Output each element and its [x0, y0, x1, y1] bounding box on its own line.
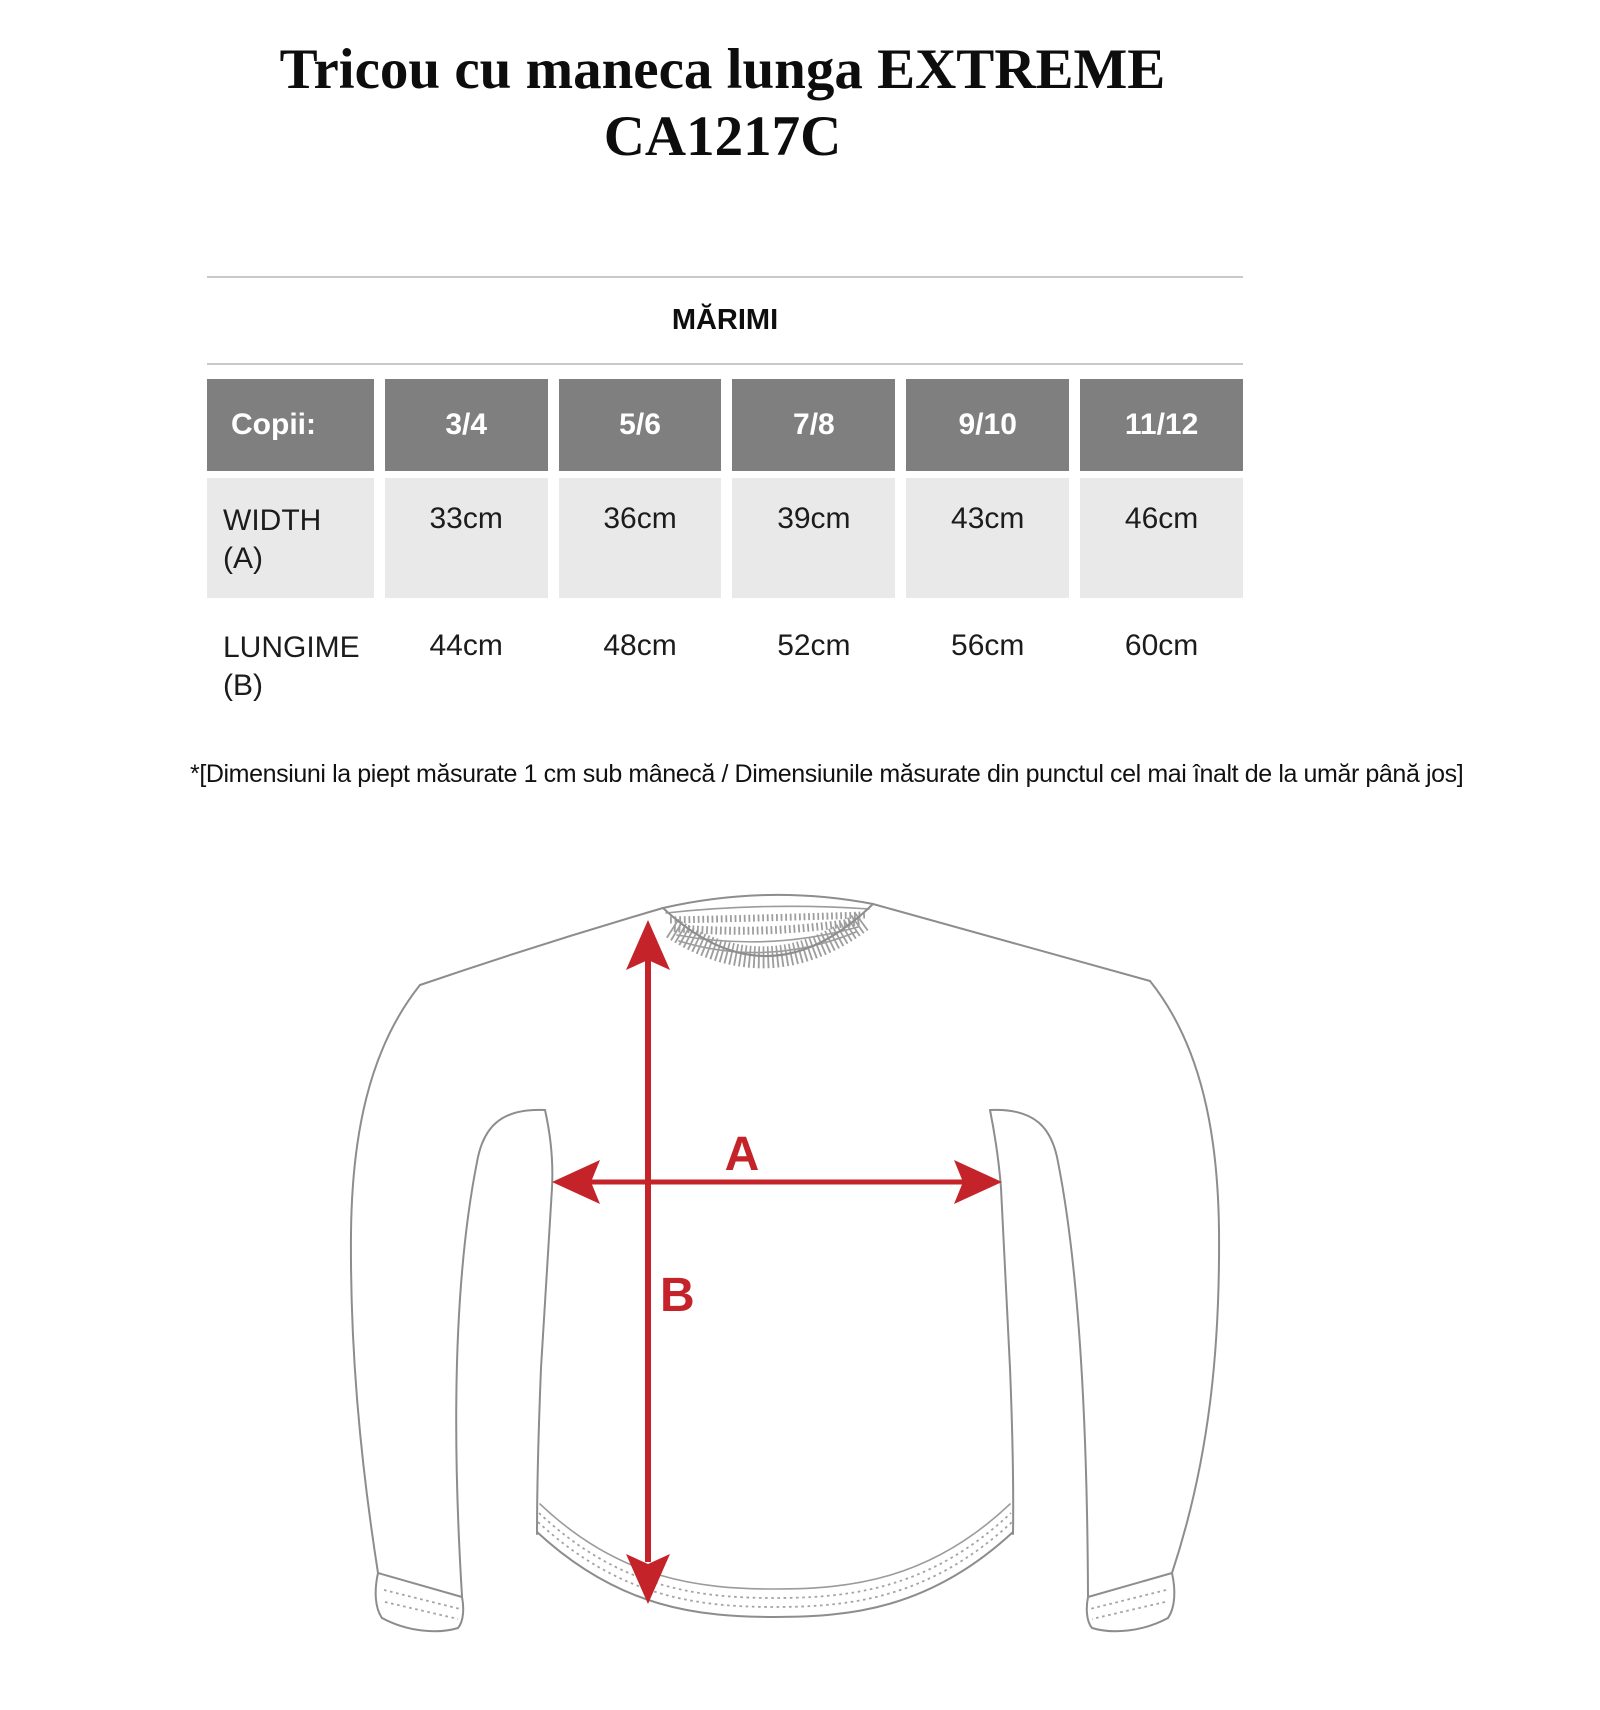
width-row: WIDTH (A) 33cm 36cm 39cm 43cm 46cm — [207, 478, 1243, 598]
width-value-3-4: 33cm — [384, 478, 548, 598]
page-title-line1: Tricou cu maneca lunga EXTREME — [279, 38, 1166, 101]
size-table: MĂRIMI Copii: 3/4 5/6 7/8 9/10 11/12 WID… — [207, 276, 1243, 736]
width-value-9-10: 43cm — [906, 478, 1070, 598]
size-table-grid: Copii: 3/4 5/6 7/8 9/10 11/12 WIDTH (A) … — [196, 372, 1254, 736]
hem-stitching — [536, 1503, 1014, 1618]
length-value-7-8: 52cm — [732, 605, 896, 729]
page-title-line2: CA1217C — [603, 105, 842, 168]
width-row-label: WIDTH (A) — [207, 478, 374, 598]
length-value-3-4: 44cm — [384, 605, 548, 729]
header-cell-size-11-12: 11/12 — [1080, 379, 1243, 471]
length-value-5-6: 48cm — [558, 605, 722, 729]
left-sleeve — [349, 984, 546, 1633]
width-value-11-12: 46cm — [1080, 478, 1243, 598]
size-table-caption: MĂRIMI — [207, 276, 1243, 365]
header-cell-size-3-4: 3/4 — [384, 379, 548, 471]
label-a: A — [725, 1128, 760, 1181]
size-table-header-row: Copii: 3/4 5/6 7/8 9/10 11/12 — [207, 379, 1243, 471]
length-row-label-line2: (B) — [223, 669, 263, 702]
length-value-9-10: 56cm — [906, 605, 1070, 729]
tshirt-measurement-diagram: B A — [349, 893, 1221, 1633]
collar — [662, 893, 874, 969]
label-b: B — [660, 1269, 695, 1322]
length-row: LUNGIME (B) 44cm 48cm 52cm 56cm 60cm — [207, 605, 1243, 729]
body-outline — [536, 1109, 1015, 1535]
page-title: Tricou cu maneca lunga EXTREME CA1217C — [200, 36, 1245, 170]
header-cell-size-5-6: 5/6 — [558, 379, 722, 471]
width-value-5-6: 36cm — [558, 478, 722, 598]
width-value-7-8: 39cm — [732, 478, 896, 598]
header-cell-size-7-8: 7/8 — [732, 379, 896, 471]
length-value-11-12: 60cm — [1080, 605, 1243, 729]
length-row-label: LUNGIME (B) — [207, 605, 374, 729]
width-arrow: A — [552, 1128, 1002, 1204]
shoulders — [419, 903, 1151, 986]
length-row-label-line1: LUNGIME — [223, 631, 360, 664]
width-row-label-line2: (A) — [223, 542, 263, 575]
right-sleeve — [989, 980, 1221, 1633]
measurement-footnote: *[Dimensiuni la piept măsurate 1 cm sub … — [190, 760, 1464, 788]
length-arrow: B — [626, 920, 695, 1604]
header-cell-size-9-10: 9/10 — [906, 379, 1070, 471]
header-cell-copii: Copii: — [207, 379, 374, 471]
width-row-label-line1: WIDTH — [223, 504, 322, 537]
